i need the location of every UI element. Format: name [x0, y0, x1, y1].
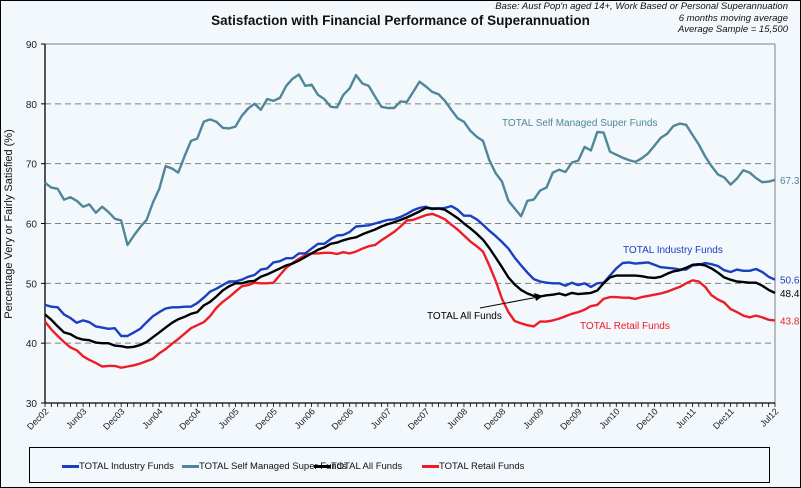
series-layer — [44, 73, 776, 369]
x-tick-label: Jun11 — [674, 406, 698, 430]
legend-item-industry[interactable]: TOTAL Industry Funds — [62, 460, 174, 472]
legend-label: TOTAL Retail Funds — [439, 460, 525, 472]
x-tick-label: Jun09 — [521, 406, 545, 430]
legend-swatch — [422, 464, 439, 468]
series-inline-label: TOTAL Self Managed Super Funds — [502, 118, 657, 129]
series-inline-label: TOTAL Industry Funds — [623, 245, 723, 256]
chart-title: Satisfaction with Financial Performance … — [211, 13, 590, 28]
end-value-label: 48.4 — [780, 289, 800, 300]
series-line-total-industry-funds — [44, 204, 776, 338]
y-tick-label: 60 — [26, 220, 38, 231]
legend-label: TOTAL All Funds — [331, 460, 403, 472]
base-note-line: Base: Aust Pop'n aged 14+, Work Based or… — [495, 1, 788, 12]
x-tick-label: Jun06 — [293, 406, 317, 430]
series-inline-label: TOTAL All Funds — [427, 311, 502, 322]
y-tick-label: 90 — [26, 40, 38, 51]
legend: TOTAL Industry Funds TOTAL Self Managed … — [29, 447, 770, 483]
legend-swatch — [62, 464, 79, 468]
y-tick-label: 30 — [26, 399, 38, 410]
x-tick-label: Jun08 — [445, 406, 469, 430]
y-tick-label: 50 — [26, 279, 38, 290]
y-axis: 30 40 50 60 70 80 90 — [26, 40, 46, 410]
end-value-label: 43.8 — [780, 316, 800, 327]
x-tick-label: Dec06 — [330, 406, 355, 431]
legend-label: TOTAL Industry Funds — [79, 460, 174, 472]
y-tick-label: 80 — [26, 100, 38, 111]
legend-item-all[interactable]: TOTAL All Funds — [314, 460, 402, 472]
y-tick-label: 70 — [26, 160, 38, 171]
annotation-arrowhead — [534, 293, 543, 301]
y-tick-label: 40 — [26, 339, 38, 350]
series-line-total-self-managed-super-funds — [44, 73, 776, 247]
legend-swatch — [182, 464, 199, 468]
x-tick-label: Jun10 — [597, 406, 621, 430]
x-tick-label: Dec08 — [482, 406, 507, 431]
x-tick-label: Dec05 — [253, 406, 278, 431]
gridlines — [45, 43, 775, 344]
legend-item-retail[interactable]: TOTAL Retail Funds — [422, 460, 524, 472]
series-labels: 50.6 67.3 48.4 43.8 TOTAL Self Managed Super… — [427, 118, 800, 332]
x-tick-label: Jun05 — [216, 406, 240, 430]
end-value-label: 67.3 — [780, 176, 800, 187]
x-tick-label: Jun03 — [64, 406, 88, 430]
x-tick-label: Dec03 — [101, 406, 126, 431]
legend-label: TOTAL Self Managed Super Funds — [199, 460, 347, 472]
x-tick-label: Dec02 — [25, 406, 50, 431]
legend-swatch — [314, 464, 331, 468]
x-tick-label: Jun07 — [369, 406, 393, 430]
annotation-arrow-line — [479, 296, 539, 309]
base-note-line: Average Sample = 15,500 — [678, 24, 788, 35]
base-note-line: 6 months moving average — [678, 12, 788, 24]
y-axis-title: Percentage Very or Fairly Satisfied (%) — [3, 129, 15, 319]
x-tick-label: Dec04 — [177, 406, 202, 431]
x-tick-label: Dec11 — [711, 406, 736, 431]
x-tick-label: Jul12 — [758, 406, 780, 428]
series-line-total-all-funds — [44, 206, 776, 349]
x-tick-label: Dec07 — [406, 406, 431, 431]
series-line-total-retail-funds — [44, 212, 776, 369]
x-tick-label: Dec09 — [558, 406, 583, 431]
x-tick-label: Jun04 — [140, 406, 164, 430]
series-inline-label: TOTAL Retail Funds — [580, 321, 670, 332]
end-value-label: 50.6 — [780, 276, 800, 287]
base-note: Base: Aust Pop'n aged 14+, Work Based or… — [495, 1, 788, 36]
x-tick-label: Dec10 — [634, 406, 659, 431]
x-axis: Dec02 Jun03 Dec03 Jun04 Dec04 Jun05 Dec05 Jun06… — [25, 402, 780, 432]
legend-item-smsf[interactable]: TOTAL Self Managed Super Funds — [182, 460, 347, 472]
